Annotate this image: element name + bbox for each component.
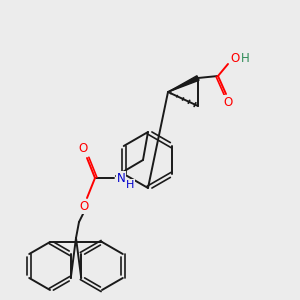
Text: H: H (126, 180, 134, 190)
Text: H: H (241, 52, 249, 65)
Polygon shape (168, 76, 199, 92)
Text: O: O (224, 95, 232, 109)
Text: O: O (78, 142, 88, 155)
Text: O: O (80, 200, 88, 214)
Text: N: N (117, 172, 125, 184)
Text: O: O (230, 52, 240, 65)
